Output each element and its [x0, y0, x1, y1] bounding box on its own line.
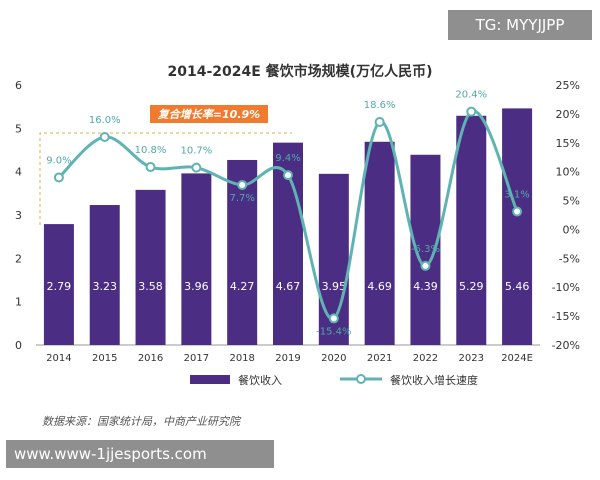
x-tick-label: 2016: [138, 353, 163, 364]
left-tick-label: 2: [15, 252, 22, 265]
bar: [135, 189, 166, 345]
growth-label: -15.4%: [316, 326, 351, 337]
x-tick-label: 2019: [275, 353, 300, 364]
bar-value-label: 4.27: [230, 280, 255, 293]
growth-point: [53, 172, 64, 183]
bar-series: [43, 108, 533, 346]
chart-title: 2014-2024E 餐饮市场规模(万亿人民币): [168, 63, 433, 80]
right-tick-label: 5%: [563, 195, 580, 208]
growth-labels: 9.0% 16.0% 10.8% 10.7% 7.7% 9.4% -15.4% 18.6% -6…: [46, 90, 530, 338]
bar-value-label: 3.23: [92, 280, 117, 293]
legend-line-label: 餐饮收入增长速度: [390, 373, 478, 387]
right-tick-label: 15%: [556, 137, 580, 150]
growth-label: 3.1%: [504, 190, 529, 201]
right-tick-label: 20%: [556, 108, 580, 121]
growth-point: [99, 132, 110, 142]
growth-point: [328, 313, 339, 324]
bar: [43, 224, 74, 345]
bar-value-label: 2.79: [47, 280, 72, 293]
legend-bar-label: 餐饮收入: [238, 373, 282, 387]
right-tick-label: -10%: [552, 281, 580, 294]
x-tick-label: 2021: [367, 353, 392, 364]
growth-label: 9.0%: [46, 155, 71, 166]
x-axis: 2014 2015 2016 2017 2018 2019 2020 2021 2022 2023…: [46, 353, 533, 364]
right-tick-label: 10%: [556, 166, 580, 179]
legend-line-marker: [356, 374, 366, 384]
bar: [502, 108, 533, 346]
bar: [227, 159, 258, 345]
growth-point: [237, 179, 248, 190]
bar-labels: 2.79 3.23 3.58 3.96 4.27 4.67 3.95 4.69 4.39 5.29…: [47, 280, 530, 293]
legend: 餐饮收入 餐饮收入增长速度: [190, 373, 478, 387]
bar-value-label: 4.67: [276, 280, 301, 293]
cagr-label-bg: [150, 105, 268, 123]
x-tick-label: 2015: [92, 353, 117, 364]
legend-bar-swatch: [190, 375, 230, 384]
watermark-bottom: www.www-1jjesports.com: [6, 440, 274, 468]
x-tick-label: 2018: [229, 353, 254, 364]
cagr-label: 复合增长率=10.9%: [157, 108, 260, 121]
left-tick-label: 3: [15, 209, 22, 222]
bar-value-label: 5.29: [459, 280, 484, 293]
growth-point: [512, 206, 523, 217]
growth-label: 7.7%: [229, 193, 254, 204]
source-note: 数据来源：国家统计局，中商产业研究院: [42, 415, 240, 428]
x-tick-label: 2014: [46, 353, 71, 364]
growth-label: 10.8%: [135, 145, 167, 156]
cagr-annotation: 复合增长率=10.9%: [39, 105, 292, 225]
right-tick-label: -5%: [559, 252, 580, 265]
growth-point: [466, 106, 477, 117]
bar-value-label: 3.96: [184, 280, 209, 293]
bar: [181, 173, 212, 345]
right-axis: -20% -15% -10% -5% 0% 5% 10% 15% 20% 25%: [552, 79, 580, 352]
left-tick-label: 6: [15, 79, 22, 92]
bar-value-label: 4.39: [413, 280, 438, 293]
right-tick-label: 25%: [556, 79, 580, 92]
right-tick-label: -20%: [552, 339, 580, 352]
growth-point: [283, 170, 293, 181]
growth-point: [420, 260, 431, 271]
left-axis: 0 1 2 3 4 5 6: [15, 79, 22, 352]
bar-value-label: 3.58: [138, 280, 163, 293]
growth-label: -6.3%: [411, 244, 440, 255]
bar-value-label: 4.69: [367, 280, 392, 293]
x-tick-label: 2020: [321, 353, 346, 364]
left-tick-label: 4: [15, 166, 22, 179]
growth-label: 20.4%: [455, 90, 487, 101]
x-tick-label: 2024E: [501, 353, 533, 364]
growth-point: [191, 162, 202, 173]
watermark-top: TG: MYYJJPP: [448, 10, 592, 40]
growth-point: [145, 162, 156, 173]
left-tick-label: 0: [15, 339, 22, 352]
growth-point: [374, 116, 385, 127]
right-tick-label: 0%: [563, 223, 580, 236]
growth-label: 16.0%: [89, 115, 121, 126]
growth-label: 10.7%: [180, 146, 212, 157]
bar: [456, 115, 487, 346]
bar: [89, 205, 120, 345]
bar-value-label: 5.46: [505, 280, 530, 293]
x-tick-label: 2022: [413, 353, 438, 364]
growth-label: 18.6%: [364, 100, 396, 111]
left-tick-label: 1: [15, 296, 22, 309]
cagr-bracket: [39, 132, 292, 225]
bar: [364, 141, 395, 345]
growth-label: 9.4%: [275, 153, 300, 164]
x-tick-label: 2017: [184, 353, 209, 364]
right-tick-label: -15%: [552, 310, 580, 323]
x-tick-label: 2023: [459, 353, 484, 364]
left-tick-label: 5: [15, 122, 22, 135]
bar-value-label: 3.95: [322, 280, 347, 293]
line-series: [53, 106, 523, 324]
